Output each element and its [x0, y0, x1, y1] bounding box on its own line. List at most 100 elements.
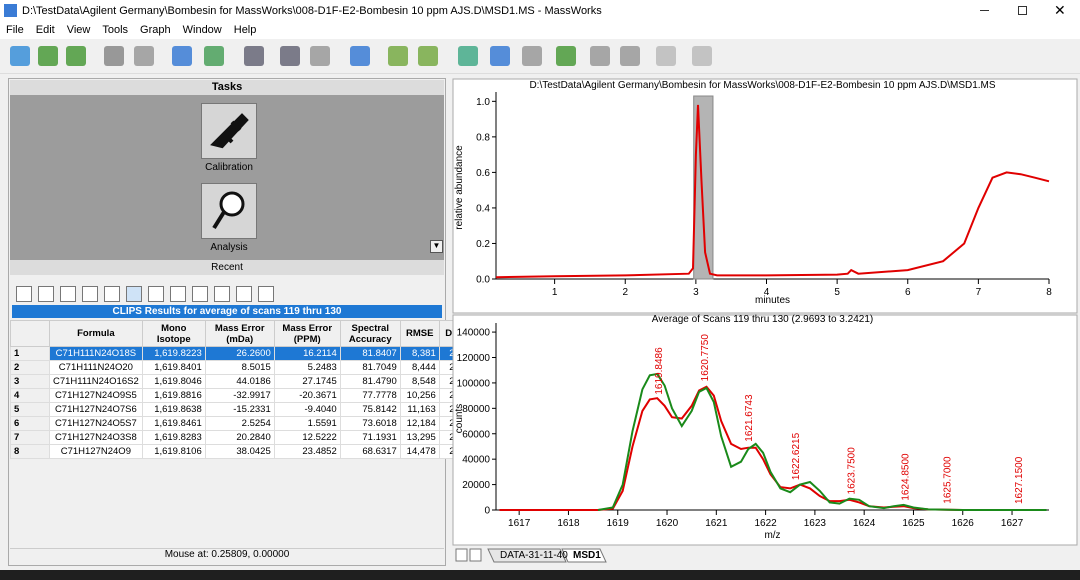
table-toolbar-button[interactable]: [82, 286, 98, 302]
toolbar-button[interactable]: [310, 46, 330, 66]
result-row[interactable]: 1 C71H111N24O18S 1,619.8223 26.2600 16.2114 8…: [10, 346, 472, 361]
chart-frame: [452, 78, 1078, 314]
toolbar-button[interactable]: [692, 46, 712, 66]
menu-item[interactable]: File: [6, 24, 24, 36]
toolbar-button[interactable]: [244, 46, 264, 66]
column-header[interactable]: Mass Error (PPM): [273, 320, 341, 347]
y-tick-label: 60000: [462, 429, 490, 440]
y-tick-label: 0.4: [476, 203, 490, 214]
toolbar-button[interactable]: [66, 46, 86, 66]
table-toolbar-button[interactable]: [148, 286, 164, 302]
result-row[interactable]: 2 C71H111N24O20 1,619.8401 8.5015 5.2483 81.7…: [10, 360, 472, 375]
cell: C71H127N24O9S5: [49, 388, 143, 403]
menu-item[interactable]: Window: [182, 24, 222, 36]
toolbar-button[interactable]: [656, 46, 676, 66]
x-tick-label: 1627: [1001, 518, 1024, 529]
tab-label: DATA-31-11-40: [500, 550, 568, 561]
table-toolbar-button[interactable]: [104, 286, 120, 302]
tab-active[interactable]: [561, 548, 607, 563]
column-header[interactable]: Mono Isotope: [141, 320, 206, 347]
toolbar-button[interactable]: [522, 46, 542, 66]
result-row[interactable]: 3 C71H111N24O16S2 1,619.8046 44.0186 27.1745…: [10, 374, 472, 389]
toolbar-button[interactable]: [388, 46, 408, 66]
menu-item[interactable]: Help: [233, 24, 257, 36]
toolbar-button[interactable]: [204, 46, 224, 66]
menu-item[interactable]: View: [66, 24, 91, 36]
table-toolbar-button[interactable]: [258, 286, 274, 302]
x-tick-label: 8: [1046, 287, 1052, 298]
series-line: [597, 372, 1047, 511]
table-toolbar-button[interactable]: [170, 286, 186, 302]
cell: 13,295: [399, 430, 440, 445]
cell: 23.4852: [273, 444, 341, 459]
tab-scroll-left[interactable]: [455, 548, 468, 562]
cell: C71H127N24O7S6: [49, 402, 143, 417]
toolbar-button[interactable]: [458, 46, 478, 66]
analysis-button[interactable]: [201, 183, 257, 239]
cell: 26.2600: [204, 346, 275, 361]
row-number: 2: [10, 360, 50, 375]
x-tick-label: 1626: [952, 518, 975, 529]
task-label: Analysis: [210, 242, 248, 253]
y-axis-label: counts: [454, 404, 465, 433]
x-tick-label: 7: [976, 287, 982, 298]
x-tick-label: 6: [905, 287, 911, 298]
column-header[interactable]: RMSE: [399, 320, 440, 347]
toolbar-button[interactable]: [490, 46, 510, 66]
cell: -32.9917: [204, 388, 275, 403]
column-header[interactable]: Mass Error (mDa): [204, 320, 275, 347]
cell: C71H111N24O16S2: [49, 374, 143, 389]
cell: 11,163: [399, 402, 440, 417]
toolbar-button[interactable]: [590, 46, 610, 66]
menu-item[interactable]: Graph: [140, 24, 171, 36]
tab[interactable]: [487, 548, 567, 563]
restore-button[interactable]: [1018, 6, 1027, 15]
row-number: 5: [10, 402, 50, 417]
calibration-button[interactable]: [201, 103, 257, 159]
menu-item[interactable]: Tools: [102, 24, 129, 36]
column-header[interactable]: Spectral Accuracy: [339, 320, 401, 347]
cell: 81.8407: [339, 346, 401, 361]
table-toolbar-button[interactable]: [38, 286, 54, 302]
table-toolbar-button[interactable]: [236, 286, 252, 302]
close-button[interactable]: ✕: [1054, 2, 1066, 18]
toolbar-button[interactable]: [38, 46, 58, 66]
y-tick-label: 0.0: [476, 275, 490, 286]
recent-header[interactable]: Recent: [10, 260, 444, 275]
row-number-header: [10, 320, 50, 347]
toolbar-button[interactable]: [556, 46, 576, 66]
cell: 2.5254: [204, 416, 275, 431]
tab-scroll-right[interactable]: [469, 548, 482, 562]
x-tick-label: 1617: [508, 518, 531, 529]
result-row[interactable]: 7 C71H127N24O3S8 1,619.8283 20.2840 12.5222 7…: [10, 430, 472, 445]
column-header[interactable]: Formula: [49, 320, 143, 347]
table-toolbar-button[interactable]: [192, 286, 208, 302]
y-tick-label: 1.0: [476, 97, 490, 108]
table-toolbar-button[interactable]: [214, 286, 230, 302]
y-tick-label: 0: [484, 506, 490, 517]
menu-item[interactable]: Edit: [35, 24, 55, 36]
toolbar-button[interactable]: [104, 46, 124, 66]
table-toolbar-button[interactable]: [60, 286, 76, 302]
toolbar-button[interactable]: [620, 46, 640, 66]
minimize-button[interactable]: [980, 10, 989, 11]
toolbar-button[interactable]: [134, 46, 154, 66]
toolbar-button[interactable]: [172, 46, 192, 66]
result-row[interactable]: 6 C71H127N24O5S7 1,619.8461 2.5254 1.5591 73.…: [10, 416, 472, 431]
toolbar-button[interactable]: [350, 46, 370, 66]
cell: 16.2114: [273, 346, 341, 361]
cell: 71.1931: [339, 430, 401, 445]
dropdown-button[interactable]: ▼: [430, 240, 443, 253]
result-row[interactable]: 4 C71H127N24O9S5 1,619.8816 -32.9917 -20.367…: [10, 388, 472, 403]
cell: 8.5015: [204, 360, 275, 375]
table-toolbar-button[interactable]: [126, 286, 142, 302]
results-banner: CLIPS Results for average of scans 119 t…: [12, 305, 442, 318]
tasks-area: Calibration Analysis ▼: [10, 95, 444, 260]
toolbar-button[interactable]: [418, 46, 438, 66]
result-row[interactable]: 8 C71H127N24O9 1,619.8106 38.0425 23.4852 68.…: [10, 444, 472, 459]
table-toolbar-button[interactable]: [16, 286, 32, 302]
toolbar-button[interactable]: [10, 46, 30, 66]
toolbar-button[interactable]: [280, 46, 300, 66]
result-row[interactable]: 5 C71H127N24O7S6 1,619.8638 -15.2331 -9.4040…: [10, 402, 472, 417]
x-tick-label: 2: [622, 287, 628, 298]
